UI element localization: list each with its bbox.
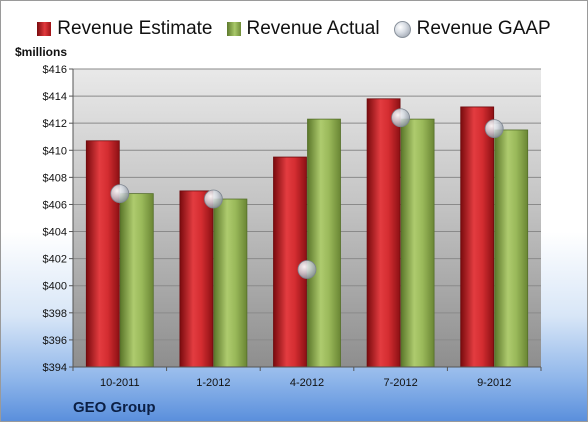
bar-revenue-estimate (179, 190, 214, 368)
bar-revenue-estimate (273, 156, 307, 368)
y-tick-label: $396 (43, 335, 67, 347)
y-tick-label: $416 (43, 64, 67, 76)
y-axis-units-label: $millions (15, 45, 68, 59)
legend-label-gaap: Revenue GAAP (416, 18, 551, 39)
marker-revenue-gaap (203, 189, 223, 209)
legend-label-estimate: Revenue Estimate (57, 18, 213, 39)
bars (85, 98, 529, 368)
y-tick-label: $410 (43, 145, 67, 157)
y-tick-label: $402 (43, 254, 67, 266)
bar-revenue-actual (400, 118, 435, 368)
company-label: GEO Group (73, 399, 156, 416)
x-tick-label: 7-2012 (383, 377, 417, 389)
x-tick-label: 10-2011 (100, 377, 140, 389)
legend-item-estimate: Revenue Estimate (37, 18, 213, 40)
y-tick-label: $394 (43, 362, 67, 374)
legend-swatch-estimate (37, 22, 52, 36)
y-tick-label: $400 (43, 281, 67, 293)
bar-revenue-estimate (366, 98, 401, 368)
y-tick-label: $406 (43, 199, 67, 211)
legend-label-actual: Revenue Actual (246, 18, 380, 39)
legend-item-gaap: Revenue GAAP (393, 18, 551, 40)
legend-marker-gaap (393, 20, 411, 38)
marker-revenue-gaap (391, 108, 411, 128)
gaap-markers (110, 108, 504, 279)
marker-revenue-gaap (297, 260, 317, 279)
bar-revenue-actual (213, 198, 248, 368)
x-tick-label: 1-2012 (196, 377, 230, 389)
axes: $394 $396 $398 $400 $402 $404 $406 $408 $410 $412… (43, 64, 542, 389)
marker-revenue-gaap (110, 184, 130, 204)
bar-revenue-estimate (460, 106, 495, 368)
y-tick-label: $398 (43, 308, 67, 320)
marker-revenue-gaap (484, 119, 504, 138)
bar-revenue-actual (307, 118, 341, 368)
bar-revenue-estimate (85, 140, 120, 368)
x-tick-label: 4-2012 (290, 377, 324, 389)
legend: Revenue Estimate Revenue Actual Revenue … (1, 11, 587, 47)
bar-revenue-actual (119, 193, 154, 368)
y-tick-label: $404 (43, 227, 67, 239)
x-tick-label: 9-2012 (477, 377, 511, 389)
y-tick-label: $412 (43, 118, 67, 130)
legend-swatch-actual (226, 22, 241, 36)
bar-revenue-actual (494, 129, 529, 368)
legend-item-actual: Revenue Actual (226, 18, 380, 40)
y-tick-label: $408 (43, 172, 67, 184)
y-tick-label: $414 (43, 91, 67, 103)
